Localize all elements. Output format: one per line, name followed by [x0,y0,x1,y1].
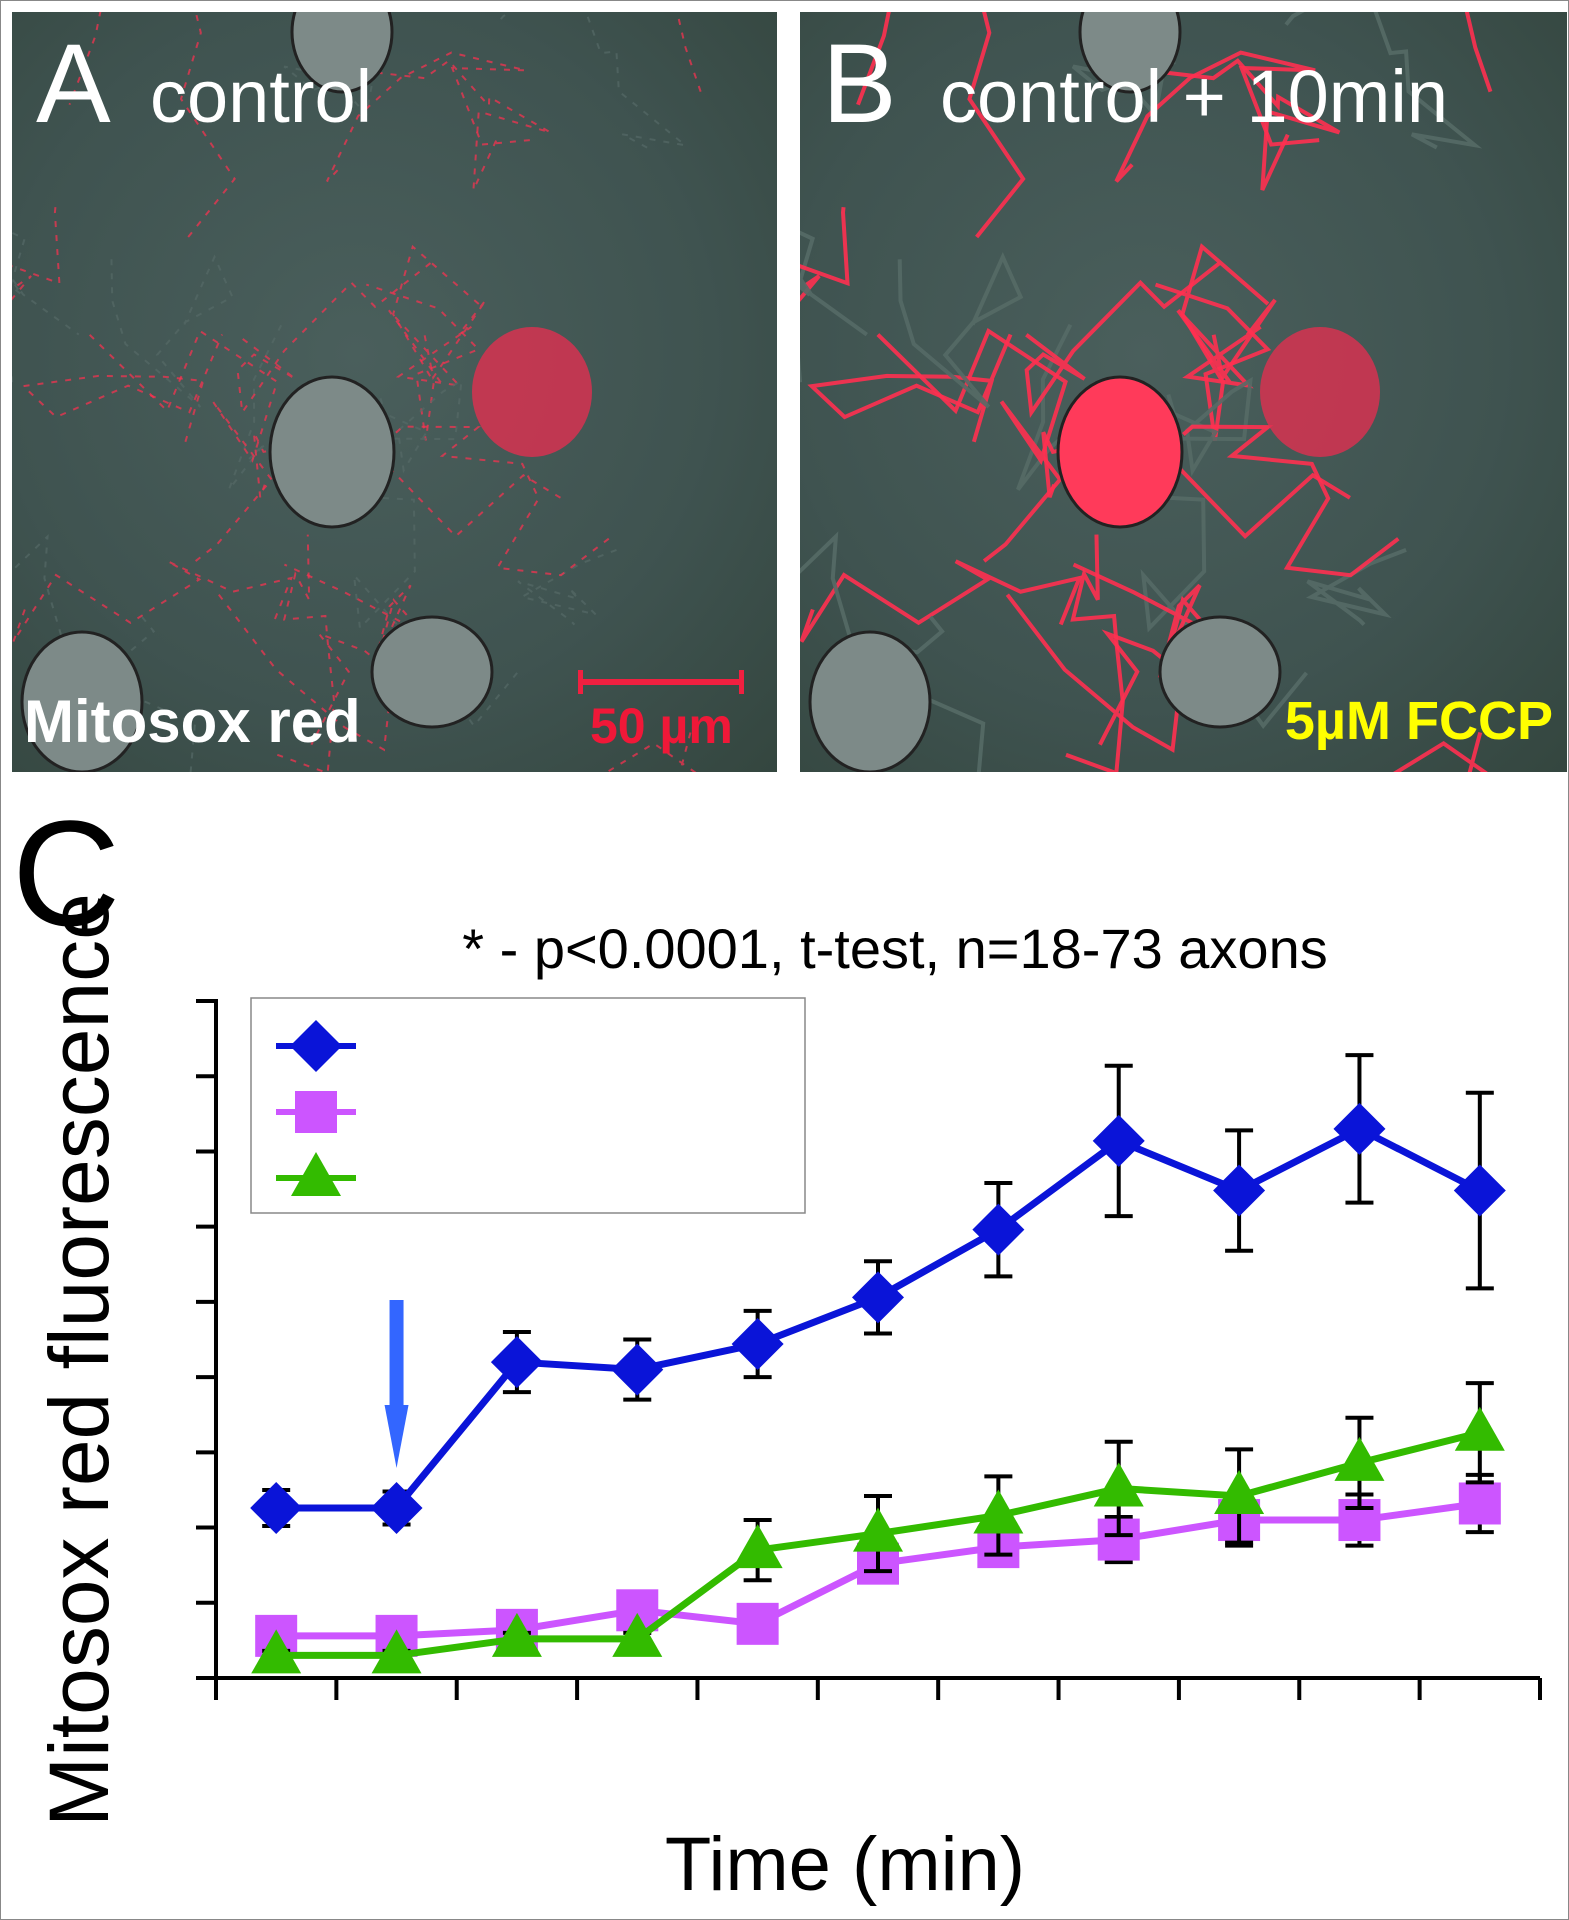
data-point [1092,1114,1145,1167]
axon-process [12,207,61,285]
cell-body [370,615,494,729]
axon-process [252,431,561,538]
axon-process [1464,12,1493,93]
panel-b-letter: B [822,21,897,146]
axon-process [388,299,487,387]
data-point [1333,1102,1386,1155]
data-point [1214,1469,1265,1514]
axon-process [12,533,156,654]
cell-body [290,12,394,94]
data-point [612,1612,663,1657]
axon-process [1152,376,1253,477]
arrow-shaft [389,1300,404,1410]
axon-process [1284,12,1483,150]
axon-process [892,693,986,772]
axon-process [856,12,1026,239]
treatment-label: 5µM FCCP [1284,691,1553,751]
cell-body [808,630,932,772]
axon-process [800,531,945,655]
scale-bar-label: 50 µm [590,698,733,754]
cell-body [1078,12,1182,94]
axon-process [12,560,294,643]
axon-process [800,206,850,287]
axon-process [365,244,481,441]
cell-body [20,630,144,772]
cell-cluster [1260,327,1380,457]
data-point [731,1318,784,1371]
panel-a-micrograph: A control Mitosox red 50 µm [12,12,777,772]
y-axis-label: Mitosox red fluorescence [32,893,126,1827]
axon-process [276,534,336,772]
axon-process [676,12,702,93]
cell-body [1158,615,1282,729]
axon-process [1182,424,1400,578]
panel-a-letter: A [36,21,111,146]
axon-process [218,594,394,752]
axon-process [800,559,1083,643]
scale-bar [578,670,744,694]
axon-process [283,563,449,708]
axon-process [326,51,530,183]
data-point [371,1629,422,1674]
axon-process [110,254,234,408]
micrograph-b-image [800,12,1493,772]
legend-marker [290,1020,342,1072]
data-point [972,1203,1025,1256]
data-point [1453,1164,1506,1217]
chart-title: * - p<0.0001, t-test, n=18-73 axons [462,917,1327,980]
axon-process [1024,261,1221,419]
data-point [1334,1436,1385,1481]
legend-marker [295,1091,337,1133]
data-point [736,1602,779,1645]
arrow-head-icon [384,1405,409,1468]
axon-process [1176,298,1277,389]
x-axis-label: Time (min) [665,1822,1025,1907]
data-point [370,1481,423,1534]
legend-marker [291,1152,341,1196]
data-point [852,1271,904,1324]
data-point [1213,1164,1266,1217]
cell-body [268,375,396,529]
data-point [1458,1482,1501,1525]
axon-process [348,59,551,191]
data-point [611,1343,664,1396]
panel-b-micrograph: B control + 10min 5µM FCCP [800,12,1567,772]
cell-cluster [472,327,592,457]
cell-body [1056,375,1184,529]
axon-process [807,333,1013,443]
panel-b-title: control + 10min [940,55,1448,138]
axon-process [897,251,1024,409]
data-point [1454,1406,1505,1451]
data-point [853,1507,903,1552]
series-diab [255,1472,1501,1657]
axon-process [393,425,610,577]
axon-process [1137,58,1341,191]
series-diab-1-m-oligomycin [251,1381,1505,1674]
axon-process [88,329,279,562]
micrograph-a-image [12,12,702,772]
data-point [491,1612,542,1657]
data-point [732,1524,783,1569]
data-point [251,1629,302,1674]
axon-process [876,328,1068,563]
axon-process [1114,50,1320,183]
panel-c-letter: C [12,789,120,957]
axon-process [363,378,463,474]
data-point [1093,1462,1144,1507]
data-point [490,1336,543,1389]
stain-label: Mitosox red [24,688,361,755]
data-point [973,1489,1024,1534]
series-ctr [250,1053,1506,1534]
data-point [250,1481,303,1534]
panel-a-title: control [150,55,373,138]
axon-process [1065,534,1125,772]
